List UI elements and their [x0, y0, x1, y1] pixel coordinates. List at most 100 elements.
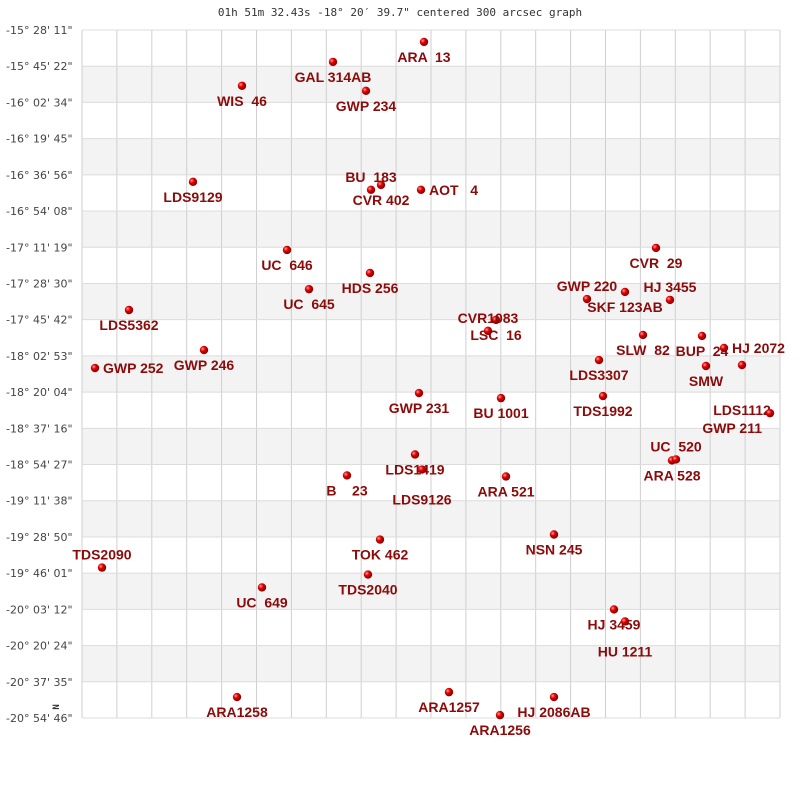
star-point: GWP 252	[90, 360, 164, 376]
star-marker	[609, 605, 619, 614]
y-tick-label: -18° 20' 04"	[6, 386, 73, 399]
y-tick-label: -17° 28' 30"	[6, 277, 73, 290]
star-label: ARA1258	[206, 704, 268, 720]
star-point: HJ 2086AB	[517, 692, 591, 720]
star-point: ARA 13	[397, 37, 451, 65]
star-marker	[665, 295, 675, 305]
star-marker	[237, 81, 247, 90]
star-label: GWP 231	[389, 400, 450, 416]
star-point: BU 1001	[473, 393, 529, 421]
star-label: LDS3307	[569, 367, 628, 383]
y-tick-label: -20° 20' 24"	[6, 640, 73, 653]
y-tick-label: -20° 03' 12"	[6, 603, 73, 616]
star-marker	[124, 305, 134, 315]
star-label: UC 520	[650, 438, 702, 454]
star-marker	[737, 360, 747, 370]
y-tick-label: -19° 28' 50"	[6, 531, 73, 544]
star-marker	[199, 345, 209, 355]
star-label: B 23	[326, 482, 367, 498]
star-label: TDS2090	[72, 547, 131, 563]
star-label: CVR 29	[630, 255, 683, 271]
star-point: UC 646	[261, 245, 313, 273]
star-point: TDS2090	[72, 547, 132, 572]
star-marker	[375, 535, 385, 544]
star-point: SKF 123AB	[587, 287, 663, 315]
star-point: ARA 521	[477, 472, 535, 499]
star-point: TDS2040	[338, 570, 398, 598]
star-label: NSN 245	[526, 541, 583, 557]
star-marker	[282, 245, 292, 255]
star-point: SLW 82	[616, 330, 670, 358]
chart-title: 01h 51m 32.43s -18° 20′ 39.7" centered 3…	[217, 6, 583, 19]
star-marker	[549, 692, 559, 702]
star-marker	[414, 388, 424, 398]
star-point: B 23	[326, 471, 368, 498]
star-marker	[366, 185, 376, 195]
star-point: BU 183	[345, 169, 397, 195]
star-marker	[719, 343, 729, 353]
star-label: UC 646	[261, 257, 313, 273]
star-label: CVR 402	[353, 192, 410, 208]
star-marker	[483, 326, 493, 336]
star-label: HJ 2072	[732, 340, 785, 356]
star-point: ARA1257	[418, 687, 480, 715]
star-label: ARA 528	[643, 467, 700, 483]
star-label: SLW 82	[616, 342, 670, 358]
star-marker	[376, 180, 386, 190]
star-marker	[188, 177, 198, 187]
star-point: GWP 234	[336, 86, 397, 114]
star-label: LDS9126	[392, 492, 451, 508]
star-marker	[365, 268, 375, 278]
y-tick-label: -16° 02' 34"	[6, 96, 73, 109]
y-tick-label: -17° 11' 19"	[6, 241, 73, 254]
star-marker	[620, 617, 630, 626]
star-point: BUP 24	[676, 331, 729, 359]
star-label: HJ 3459	[588, 616, 641, 632]
star-marker	[697, 331, 707, 341]
star-label: BU 183	[345, 169, 397, 185]
star-label: AOT 4	[429, 182, 478, 198]
star-label: CVR1083	[458, 310, 519, 326]
star-point: LDS3307	[569, 355, 629, 383]
star-marker	[257, 583, 267, 592]
star-marker	[363, 570, 373, 579]
star-label: TDS2040	[338, 582, 397, 598]
star-point: GWP 246	[174, 345, 235, 373]
star-point: HDS 256	[342, 268, 399, 296]
star-point: GAL 314AB	[295, 57, 372, 85]
star-point: UC 649	[236, 583, 288, 610]
star-label: GWP 246	[174, 357, 235, 373]
star-marker	[651, 243, 661, 253]
y-tick-label: -18° 02' 53"	[6, 350, 73, 363]
star-point: LDS1112	[713, 360, 771, 418]
star-marker	[501, 472, 511, 481]
star-label: LDS9129	[163, 189, 222, 205]
star-marker	[416, 185, 426, 195]
star-label: TOK 462	[352, 547, 409, 563]
star-label: HDS 256	[342, 280, 399, 296]
star-marker	[594, 355, 604, 365]
star-marker	[419, 37, 429, 47]
star-label: WIS 46	[217, 93, 267, 109]
star-marker	[496, 393, 506, 403]
star-label: GAL 314AB	[295, 69, 372, 85]
y-tick-label: -15° 45' 22"	[6, 60, 73, 73]
y-tick-label: -16° 54' 08"	[6, 205, 73, 218]
star-label: GWP 234	[336, 98, 397, 114]
star-label: LSC 16	[470, 327, 522, 343]
star-point: CVR 29	[630, 243, 683, 271]
star-label: SMW	[689, 373, 724, 389]
star-marker	[444, 687, 454, 697]
star-point: HJ 3455	[644, 279, 697, 305]
star-label: HJ 3455	[644, 279, 697, 295]
star-label: ARA 13	[397, 49, 450, 65]
y-tick-label: -20° 37' 35"	[6, 676, 73, 689]
star-point: AOT 4	[416, 182, 478, 198]
star-marker	[304, 284, 314, 294]
star-label: HJ 2086AB	[517, 704, 590, 720]
star-point: NSN 245	[526, 530, 583, 557]
star-point: ARA1256	[469, 710, 531, 738]
y-tick-label: -15° 28' 11"	[6, 24, 73, 37]
star-marker	[701, 361, 711, 371]
star-label: UC 645	[283, 296, 335, 312]
